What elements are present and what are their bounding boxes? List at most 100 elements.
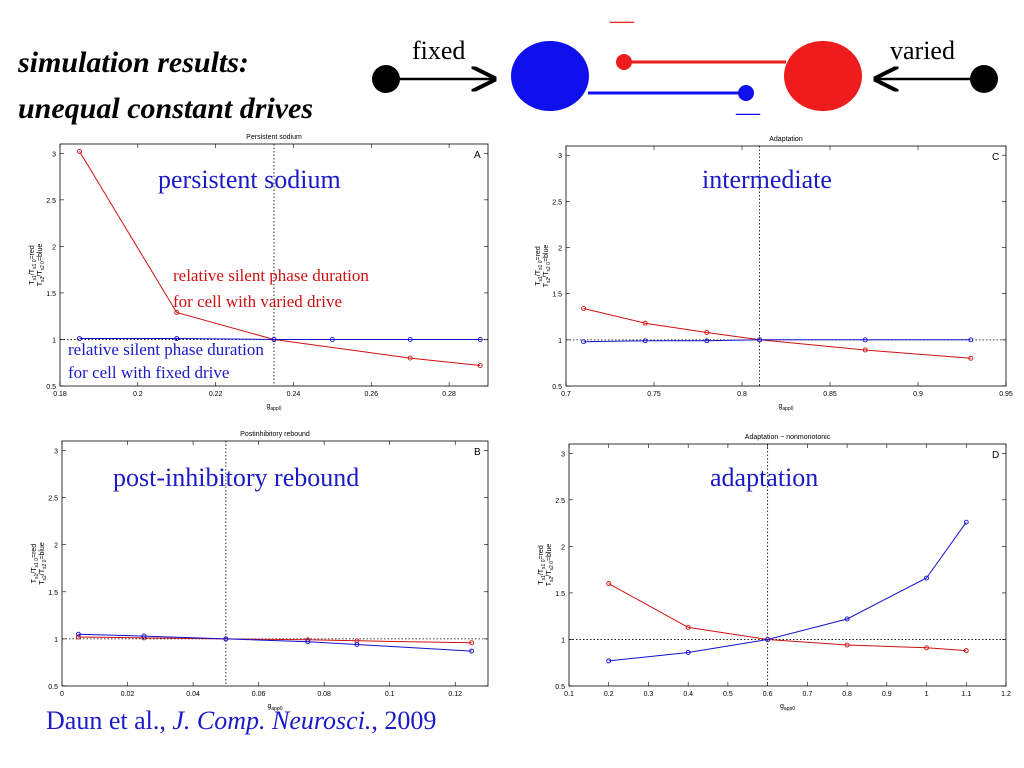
blue-series-point — [174, 336, 180, 341]
citation: Daun et al., J. Comp. Neurosci., 2009 — [46, 706, 436, 736]
red-inhibition-bar: — — [610, 8, 634, 34]
blue-annotation: relative silent phase duration for cell … — [68, 338, 264, 384]
red-series-point — [968, 355, 974, 361]
red-series-point — [844, 642, 850, 648]
red-series-point — [606, 581, 612, 587]
blue-series-point — [581, 339, 587, 345]
panel-c-name: intermediate — [702, 165, 832, 194]
y-tick-label: 2 — [561, 544, 565, 551]
chart-title: Persistent sodium — [246, 134, 302, 141]
blue-series-point — [354, 642, 360, 647]
blue-series-point — [844, 616, 850, 622]
red-series-line — [583, 308, 971, 359]
x-axis-label: gapp0 — [780, 703, 795, 712]
chart-title: Adaptation — [769, 136, 803, 143]
y-tick-label: 1 — [561, 637, 565, 644]
blue-series-point — [757, 337, 763, 343]
y-tick-label: 3 — [52, 151, 56, 158]
blue-series-point — [329, 337, 335, 342]
blue-series-line — [78, 633, 472, 652]
title-line-2: unequal constant drives — [18, 92, 314, 125]
y-tick-label: 0.5 — [555, 684, 565, 691]
red-series-point — [924, 645, 929, 651]
panel-b-name: post-inhibitory rebound — [113, 463, 360, 492]
blue-series-point — [271, 337, 277, 342]
x-tick-label: 0.5 — [723, 691, 733, 698]
citation-year: , 2009 — [371, 706, 437, 735]
y-tick-label: 0.5 — [552, 384, 562, 391]
y-tick-label: 2.5 — [555, 498, 565, 505]
citation-authors: Daun et al., — [46, 706, 173, 735]
blue-annotation-line-2: for cell with fixed drive — [68, 363, 230, 382]
y-tick-label: 1 — [558, 338, 562, 345]
blue-series-point — [765, 637, 771, 642]
x-tick-label: 0.1 — [385, 691, 395, 698]
y-tick-label: 3 — [54, 448, 58, 455]
red-series-point — [477, 363, 483, 368]
x-tick-label: 0.7 — [802, 691, 812, 698]
blue-series-point — [477, 337, 483, 342]
panel-letter: A — [474, 150, 481, 161]
chart-c: Adaptation C 0.7 0.75 0.8 0.85 0.9 0.95 0.5 1 1.5 2… — [535, 136, 1013, 412]
red-series-point — [862, 347, 868, 353]
x-tick-label: 0.3 — [644, 691, 654, 698]
red-series-point — [704, 330, 710, 335]
red-annotation-line-2: for cell with varied drive — [173, 292, 342, 311]
y-tick-label: 1.5 — [48, 590, 58, 597]
x-tick-label: 0.9 — [882, 691, 892, 698]
blue-series-point — [407, 337, 413, 342]
plot-frame — [565, 145, 1007, 387]
chart-a: Persistent sodium A 0.18 0.2 0.22 0.24 0.26 0.2… — [29, 134, 489, 412]
x-tick-label: 1.1 — [961, 691, 971, 698]
y-tick-label: 1.5 — [46, 291, 56, 298]
panel-letter: C — [992, 152, 999, 163]
red-series-point — [174, 310, 180, 315]
varied-input-dot — [970, 65, 998, 93]
y-axis-label: Ts1/Ts1 0=red — [535, 246, 544, 286]
circuit-diagram — [372, 41, 998, 111]
x-tick-label: 0.28 — [442, 391, 456, 398]
y-tick-label: 2.5 — [48, 496, 58, 503]
x-tick-label: 0.7 — [561, 391, 571, 398]
chart-title: Postinhibitory rebound — [240, 431, 310, 438]
red-cell — [784, 41, 862, 111]
slide-title: simulation results: unequal constant dri… — [18, 40, 313, 132]
blue-series-line — [583, 339, 971, 343]
red-series-line — [78, 636, 472, 644]
x-tick-label: 0.18 — [53, 391, 67, 398]
x-tick-label: 0.4 — [683, 691, 693, 698]
red-series-point — [642, 320, 648, 326]
blue-series-point — [75, 631, 81, 637]
chart-b: Postinhibitory rebound B 0 0.02 0.04 0.06 0.08… — [31, 431, 489, 712]
plot-frame — [59, 143, 489, 387]
blue-series-point — [606, 658, 612, 664]
panel-d-name: adaptation — [710, 463, 819, 492]
y-tick-label: 3 — [561, 451, 565, 458]
x-tick-label: 0.04 — [186, 691, 200, 698]
red-series-line — [608, 583, 967, 652]
blue-series-line — [608, 521, 967, 662]
y-tick-label: 1.5 — [555, 591, 565, 598]
plot-frame — [61, 440, 489, 687]
x-tick-label: 1.2 — [1001, 691, 1011, 698]
red-series-point — [75, 634, 81, 640]
y-tick-label: 2 — [54, 543, 58, 550]
blue-series-point — [305, 639, 311, 645]
x-tick-label: 0.75 — [647, 391, 661, 398]
y-axis-label: Ts1/Ts1 0=red — [31, 544, 40, 584]
blue-series-point — [924, 575, 929, 581]
blue-cell — [511, 41, 589, 111]
x-axis-label: gapp0 — [267, 703, 282, 712]
y-tick-label: 1 — [52, 337, 56, 344]
title-line-1: simulation results: — [18, 46, 249, 79]
x-tick-label: 0.2 — [133, 391, 143, 398]
red-series-point — [77, 148, 82, 154]
x-tick-label: 0.22 — [209, 391, 223, 398]
y-tick-label: 0.5 — [48, 684, 58, 691]
x-tick-label: 0.02 — [121, 691, 135, 698]
y-axis-label: Ts1/Ts1 0=red — [538, 545, 547, 585]
y-axis-label: Ts1/Ts1 0=red — [29, 245, 38, 285]
chart-d: Adaptation − nonmonotonic D 0.1 0.2 0.3 0.4 0.… — [538, 434, 1011, 712]
x-tick-label: 0.08 — [317, 691, 331, 698]
